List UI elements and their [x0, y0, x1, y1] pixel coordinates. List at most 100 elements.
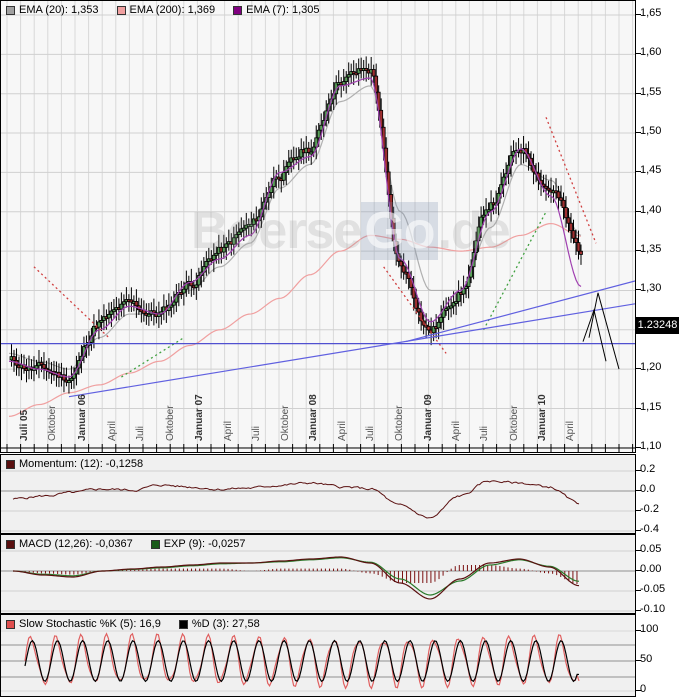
- y-tick-label: 0.2: [640, 463, 656, 475]
- watermark-logo: BoerseGo.de: [191, 202, 511, 260]
- y-tick: [636, 132, 641, 134]
- momentum-plot[interactable]: [1, 455, 635, 533]
- legend-label: EXP (9): -0,0257: [163, 538, 246, 550]
- legend-momentum: Momentum: (12): -0,1258: [6, 458, 143, 470]
- momentum-y-axis: 0.2 0.0 -0.2 -0.4: [636, 454, 679, 535]
- macd-panel: MACD (12,26): -0,0367 EXP (9): -0,0257: [0, 534, 636, 614]
- price-plot[interactable]: [1, 1, 635, 452]
- legend-stoch-k: Slow Stochastic %K (5): 16,9: [6, 618, 161, 630]
- y-tick-label: -0.4: [640, 523, 659, 535]
- y-tick: [636, 660, 641, 661]
- stochastic-y-axis: 100 50 0: [636, 614, 679, 697]
- y-tick-label: 1,20: [640, 361, 662, 374]
- price-chart-panel: EMA (20): 1,353 EMA (200): 1,369 EMA (7)…: [0, 0, 636, 453]
- legend-macd: MACD (12,26): -0,0367: [6, 538, 133, 550]
- current-price-tag: 1.23248: [636, 317, 679, 334]
- x-axis-label: Januar 09: [423, 394, 434, 441]
- y-tick: [636, 510, 641, 511]
- y-tick: [636, 570, 641, 571]
- y-tick-label: 0.0: [640, 483, 656, 495]
- price-legend: EMA (20): 1,353 EMA (200): 1,369 EMA (7)…: [6, 4, 319, 16]
- legend-label: Slow Stochastic %K (5): 16,9: [19, 618, 161, 630]
- x-axis-label: Oktober: [509, 405, 520, 441]
- stochastic-legend: Slow Stochastic %K (5): 16,9 %D (3): 27,…: [6, 618, 260, 630]
- y-tick: [636, 407, 641, 409]
- y-tick: [636, 53, 641, 55]
- y-tick: [636, 368, 641, 370]
- x-axis-label: Juli 05: [19, 409, 30, 441]
- legend-label: EMA (200): 1,369: [129, 4, 216, 16]
- y-tick: [636, 446, 641, 448]
- legend-ema-20: EMA (20): 1,353: [6, 4, 99, 16]
- stochastic-plot[interactable]: [1, 615, 635, 696]
- legend-label: Momentum: (12): -0,1258: [19, 458, 144, 470]
- ema7-swatch: [233, 5, 243, 15]
- x-axis-label: Juli: [479, 425, 490, 441]
- momentum-legend: Momentum: (12): -0,1258: [6, 458, 143, 470]
- y-tick-label: -0.2: [640, 503, 659, 515]
- y-tick-label: 50: [640, 653, 653, 665]
- legend-ema-7: EMA (7): 1,305: [233, 4, 319, 16]
- x-axis-label: Januar 08: [308, 394, 319, 441]
- macd-plot[interactable]: [1, 535, 635, 613]
- legend-label: %D (3): 27,58: [191, 618, 260, 630]
- x-axis-label: April: [107, 420, 118, 441]
- x-axis-label: Januar 07: [194, 394, 205, 441]
- x-axis-label: Juli: [251, 425, 262, 441]
- x-axis-label: April: [337, 420, 348, 441]
- y-tick: [636, 14, 641, 15]
- y-tick: [636, 171, 641, 173]
- macd-legend: MACD (12,26): -0,0367 EXP (9): -0,0257: [6, 538, 245, 550]
- y-tick-label: 1,30: [640, 282, 662, 295]
- x-axis-label: April: [565, 420, 576, 441]
- y-tick: [636, 690, 641, 691]
- y-tick-label: 0.05: [640, 543, 662, 555]
- legend-exp: EXP (9): -0,0257: [150, 538, 246, 550]
- y-tick-label: 1,60: [640, 46, 662, 59]
- x-axis-label: April: [451, 420, 462, 441]
- y-tick: [636, 550, 641, 551]
- y-tick: [636, 470, 641, 471]
- y-tick-label: 1,55: [640, 85, 662, 98]
- y-tick-label: 1,15: [640, 400, 662, 413]
- x-axis-label: Januar 06: [77, 394, 88, 441]
- ema20-swatch: [6, 5, 15, 15]
- y-tick: [636, 210, 641, 212]
- x-axis-label: Juli: [365, 425, 376, 441]
- y-tick: [636, 250, 641, 252]
- legend-label: EMA (20): 1,353: [19, 4, 99, 16]
- y-tick-label: -0.05: [640, 583, 666, 595]
- y-tick-label: 1,35: [640, 243, 662, 256]
- price-y-axis: 1,651,601,551,501,451,401,351,301,251,20…: [636, 0, 679, 453]
- momentum-swatch: [6, 459, 15, 469]
- legend-ema-200: EMA (200): 1,369: [116, 4, 216, 16]
- x-axis-label: Oktober: [47, 405, 58, 441]
- exp-swatch: [150, 539, 160, 549]
- y-tick-label: 0: [640, 683, 647, 695]
- y-tick: [636, 530, 641, 531]
- ema200-swatch: [116, 5, 126, 15]
- stochastic-panel: Slow Stochastic %K (5): 16,9 %D (3): 27,…: [0, 614, 636, 697]
- y-tick: [636, 92, 641, 94]
- macd-swatch: [6, 539, 15, 549]
- stoch-d-swatch: [178, 619, 188, 629]
- y-tick: [636, 289, 641, 291]
- y-tick: [636, 630, 641, 631]
- x-axis-label: Januar 10: [537, 394, 548, 441]
- y-tick-label: 1,40: [640, 203, 662, 216]
- legend-label: MACD (12,26): -0,0367: [19, 538, 133, 550]
- stoch-k-swatch: [6, 619, 15, 629]
- y-tick: [636, 610, 641, 611]
- legend-label: EMA (7): 1,305: [246, 4, 320, 16]
- y-tick-label: 100: [640, 623, 659, 635]
- y-tick: [636, 590, 641, 591]
- y-tick-label: 0.00: [640, 563, 662, 575]
- x-axis-label: April: [223, 420, 234, 441]
- x-axis-label: Oktober: [280, 405, 291, 441]
- y-tick-label: -0.10: [640, 603, 666, 615]
- legend-stoch-d: %D (3): 27,58: [178, 618, 260, 630]
- y-tick: [636, 490, 641, 491]
- x-axis-label: Oktober: [394, 405, 405, 441]
- macd-y-axis: 0.05 0.00 -0.05 -0.10: [636, 534, 679, 615]
- momentum-panel: Momentum: (12): -0,1258: [0, 454, 636, 534]
